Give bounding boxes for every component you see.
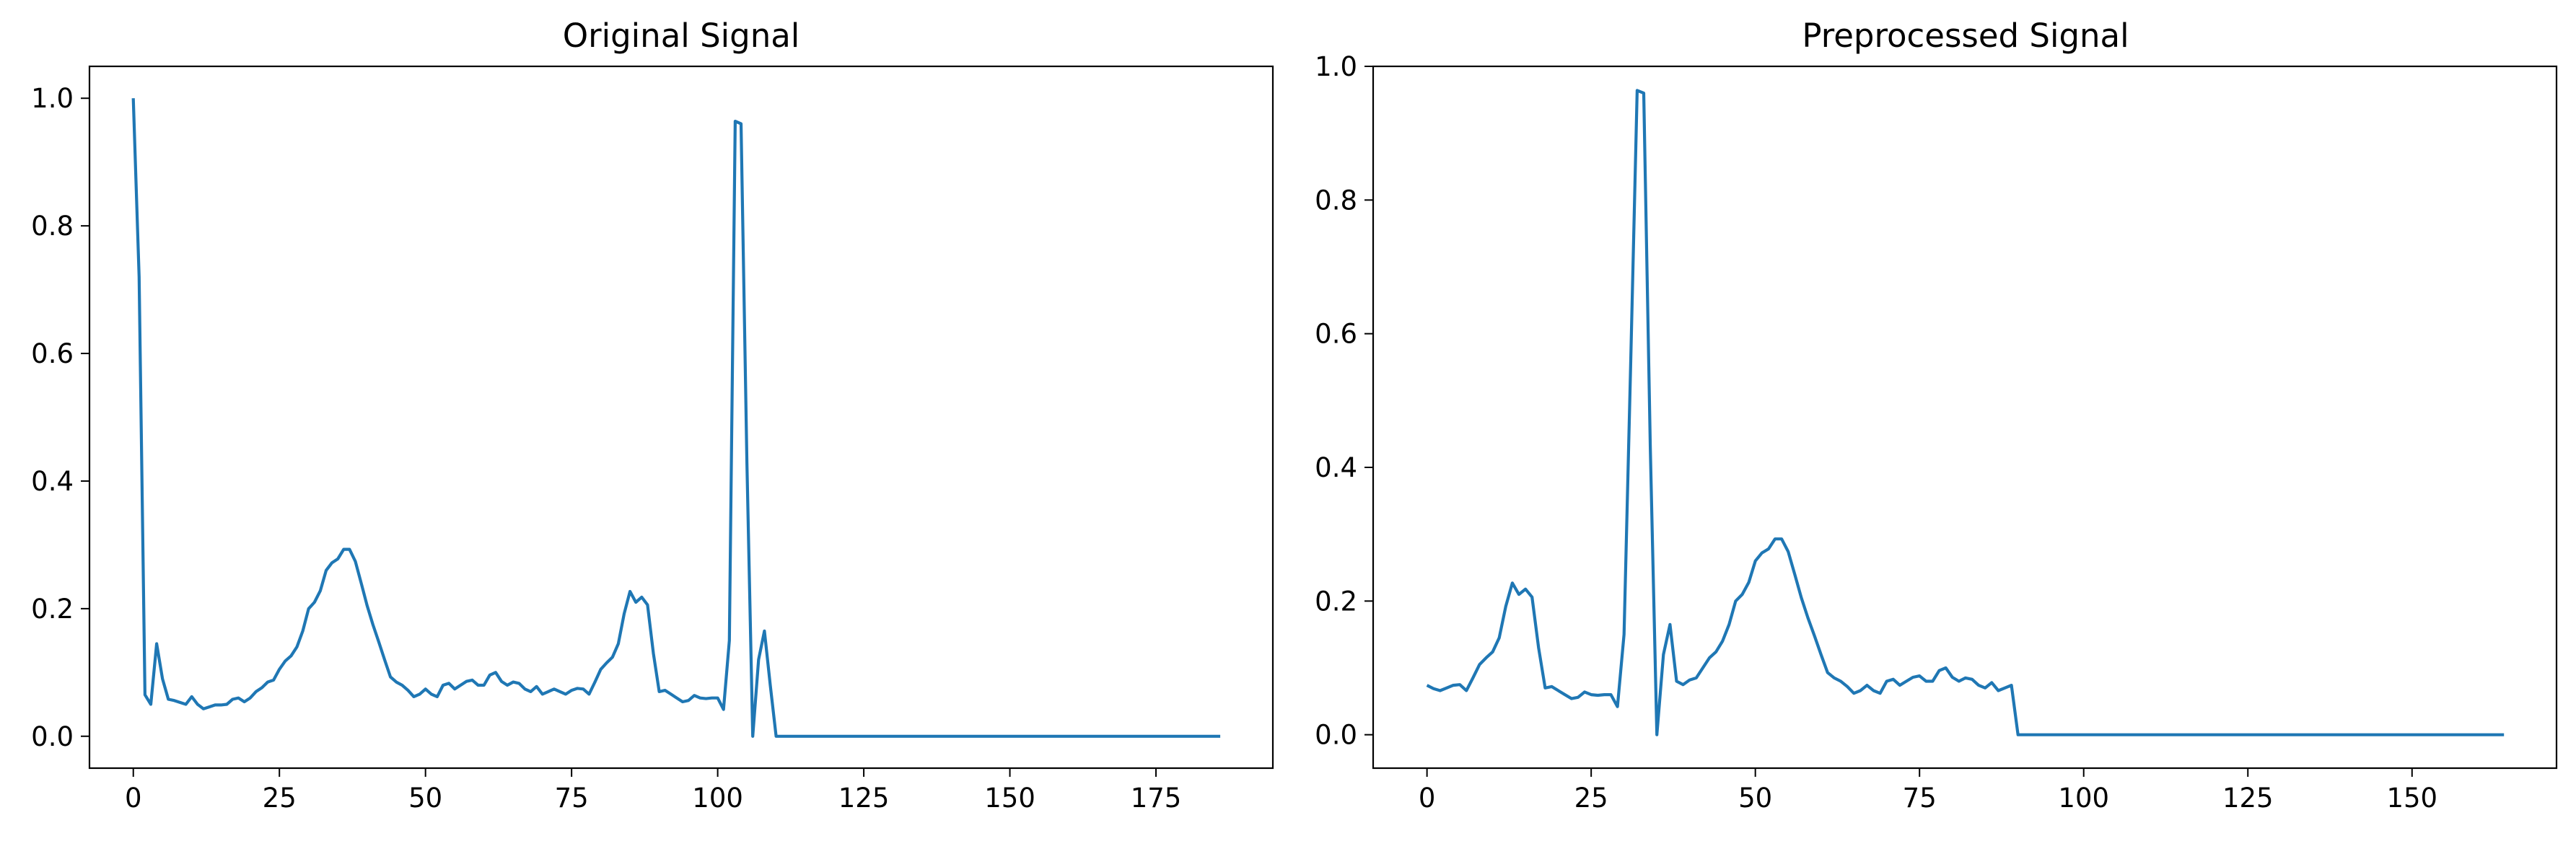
- x-tick-label: 50: [1738, 783, 1772, 814]
- y-tick-label: 0.4: [1315, 452, 1357, 483]
- preprocessed-signal-panel: Preprocessed Signal 0 25 50 75 100 125 150 0.0 0…: [1315, 17, 2558, 814]
- y-tick-label: 0.8: [1315, 185, 1357, 216]
- x-tick-label: 150: [2386, 783, 2437, 814]
- axes-frame: [1372, 65, 2558, 770]
- axes-frame: [88, 65, 1274, 770]
- y-tick-label: 0.4: [31, 466, 74, 497]
- x-tick-label: 75: [555, 783, 589, 814]
- y-tick-label: 0.0: [1315, 720, 1357, 751]
- x-tick-label: 0: [125, 783, 142, 814]
- x-tick-label: 125: [2222, 783, 2274, 814]
- y-tick-label: 1.0: [1315, 51, 1357, 82]
- original-signal-panel: Original Signal 0 25 50 75 100 125 150 175 0.0 0.…: [31, 17, 1274, 814]
- y-tick-label: 1.0: [31, 83, 74, 114]
- chart-title: Original Signal: [563, 17, 800, 55]
- signal-line: [1426, 89, 2505, 736]
- x-tick-label: 25: [1574, 783, 1608, 814]
- signal-line: [131, 98, 1221, 738]
- x-tick-label: 150: [984, 783, 1035, 814]
- y-tick-label: 0.8: [31, 211, 74, 242]
- y-tick-label: 0.0: [31, 721, 74, 752]
- x-tick-label: 75: [1903, 783, 1937, 814]
- x-tick-label: 125: [838, 783, 890, 814]
- x-tick-label: 175: [1131, 783, 1182, 814]
- y-tick-label: 0.6: [31, 338, 74, 369]
- x-tick-label: 100: [2058, 783, 2109, 814]
- x-tick-label: 0: [1419, 783, 1436, 814]
- x-tick-label: 25: [263, 783, 297, 814]
- chart-title: Preprocessed Signal: [1802, 17, 2129, 55]
- y-tick-label: 0.2: [1315, 586, 1357, 617]
- y-tick-label: 0.6: [1315, 319, 1357, 350]
- x-tick-label: 50: [408, 783, 442, 814]
- y-tick-label: 0.2: [31, 594, 74, 625]
- x-tick-label: 100: [692, 783, 743, 814]
